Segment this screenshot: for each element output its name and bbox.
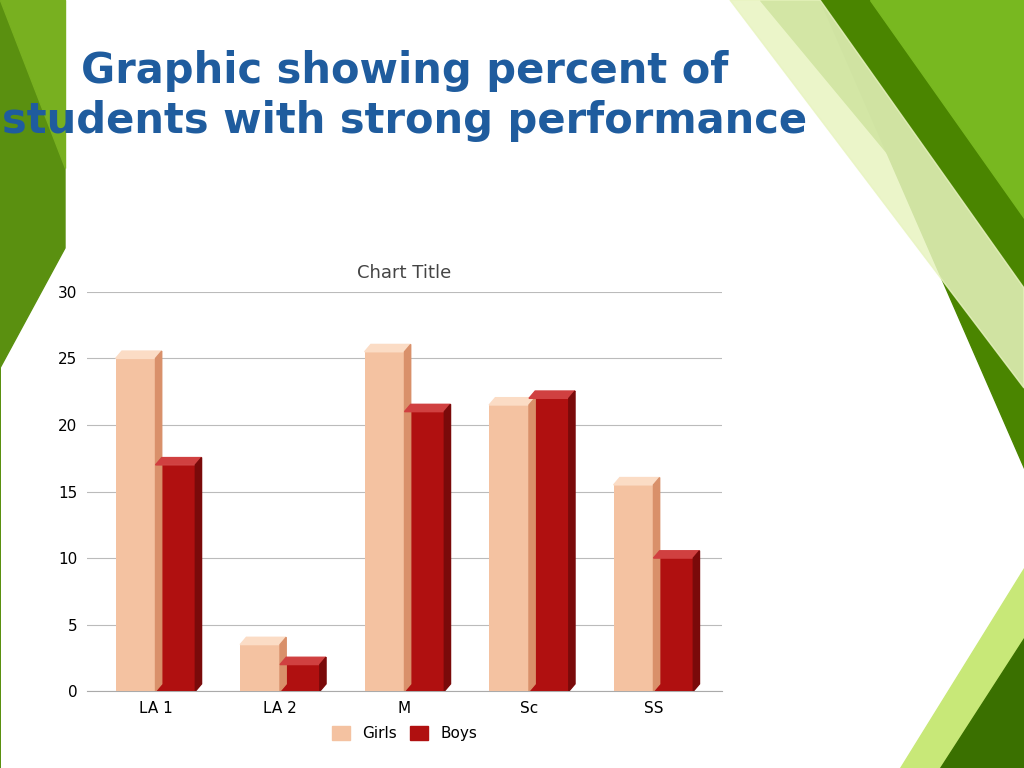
- Text: Graphic showing percent of
students with strong performance: Graphic showing percent of students with…: [2, 50, 807, 142]
- Legend: Girls, Boys: Girls, Boys: [326, 720, 483, 747]
- Polygon shape: [870, 0, 1024, 218]
- Polygon shape: [196, 458, 202, 691]
- Polygon shape: [653, 551, 699, 558]
- Bar: [156, 465, 196, 691]
- Bar: [613, 485, 653, 691]
- Polygon shape: [365, 344, 411, 352]
- Polygon shape: [730, 0, 1024, 388]
- Polygon shape: [444, 404, 451, 691]
- Bar: [241, 644, 280, 691]
- Polygon shape: [940, 638, 1024, 768]
- Polygon shape: [0, 0, 65, 168]
- Polygon shape: [116, 351, 162, 359]
- Polygon shape: [156, 351, 162, 691]
- Polygon shape: [241, 637, 287, 644]
- Polygon shape: [529, 398, 536, 691]
- Polygon shape: [900, 568, 1024, 768]
- Polygon shape: [820, 0, 1024, 468]
- Text: Chart Title: Chart Title: [357, 263, 452, 282]
- Polygon shape: [319, 657, 326, 691]
- Polygon shape: [0, 0, 65, 768]
- Polygon shape: [404, 404, 451, 412]
- Bar: [280, 664, 319, 691]
- Bar: [529, 399, 568, 691]
- Bar: [653, 558, 693, 691]
- Bar: [365, 352, 404, 691]
- Polygon shape: [613, 478, 659, 485]
- Polygon shape: [760, 0, 1024, 318]
- Bar: [116, 359, 156, 691]
- Polygon shape: [653, 478, 659, 691]
- Polygon shape: [489, 398, 536, 405]
- Polygon shape: [693, 551, 699, 691]
- Polygon shape: [280, 637, 287, 691]
- Polygon shape: [529, 391, 575, 399]
- Polygon shape: [280, 657, 326, 664]
- Bar: [489, 405, 529, 691]
- Polygon shape: [568, 391, 575, 691]
- Polygon shape: [156, 458, 202, 465]
- Polygon shape: [404, 344, 411, 691]
- Bar: [404, 412, 444, 691]
